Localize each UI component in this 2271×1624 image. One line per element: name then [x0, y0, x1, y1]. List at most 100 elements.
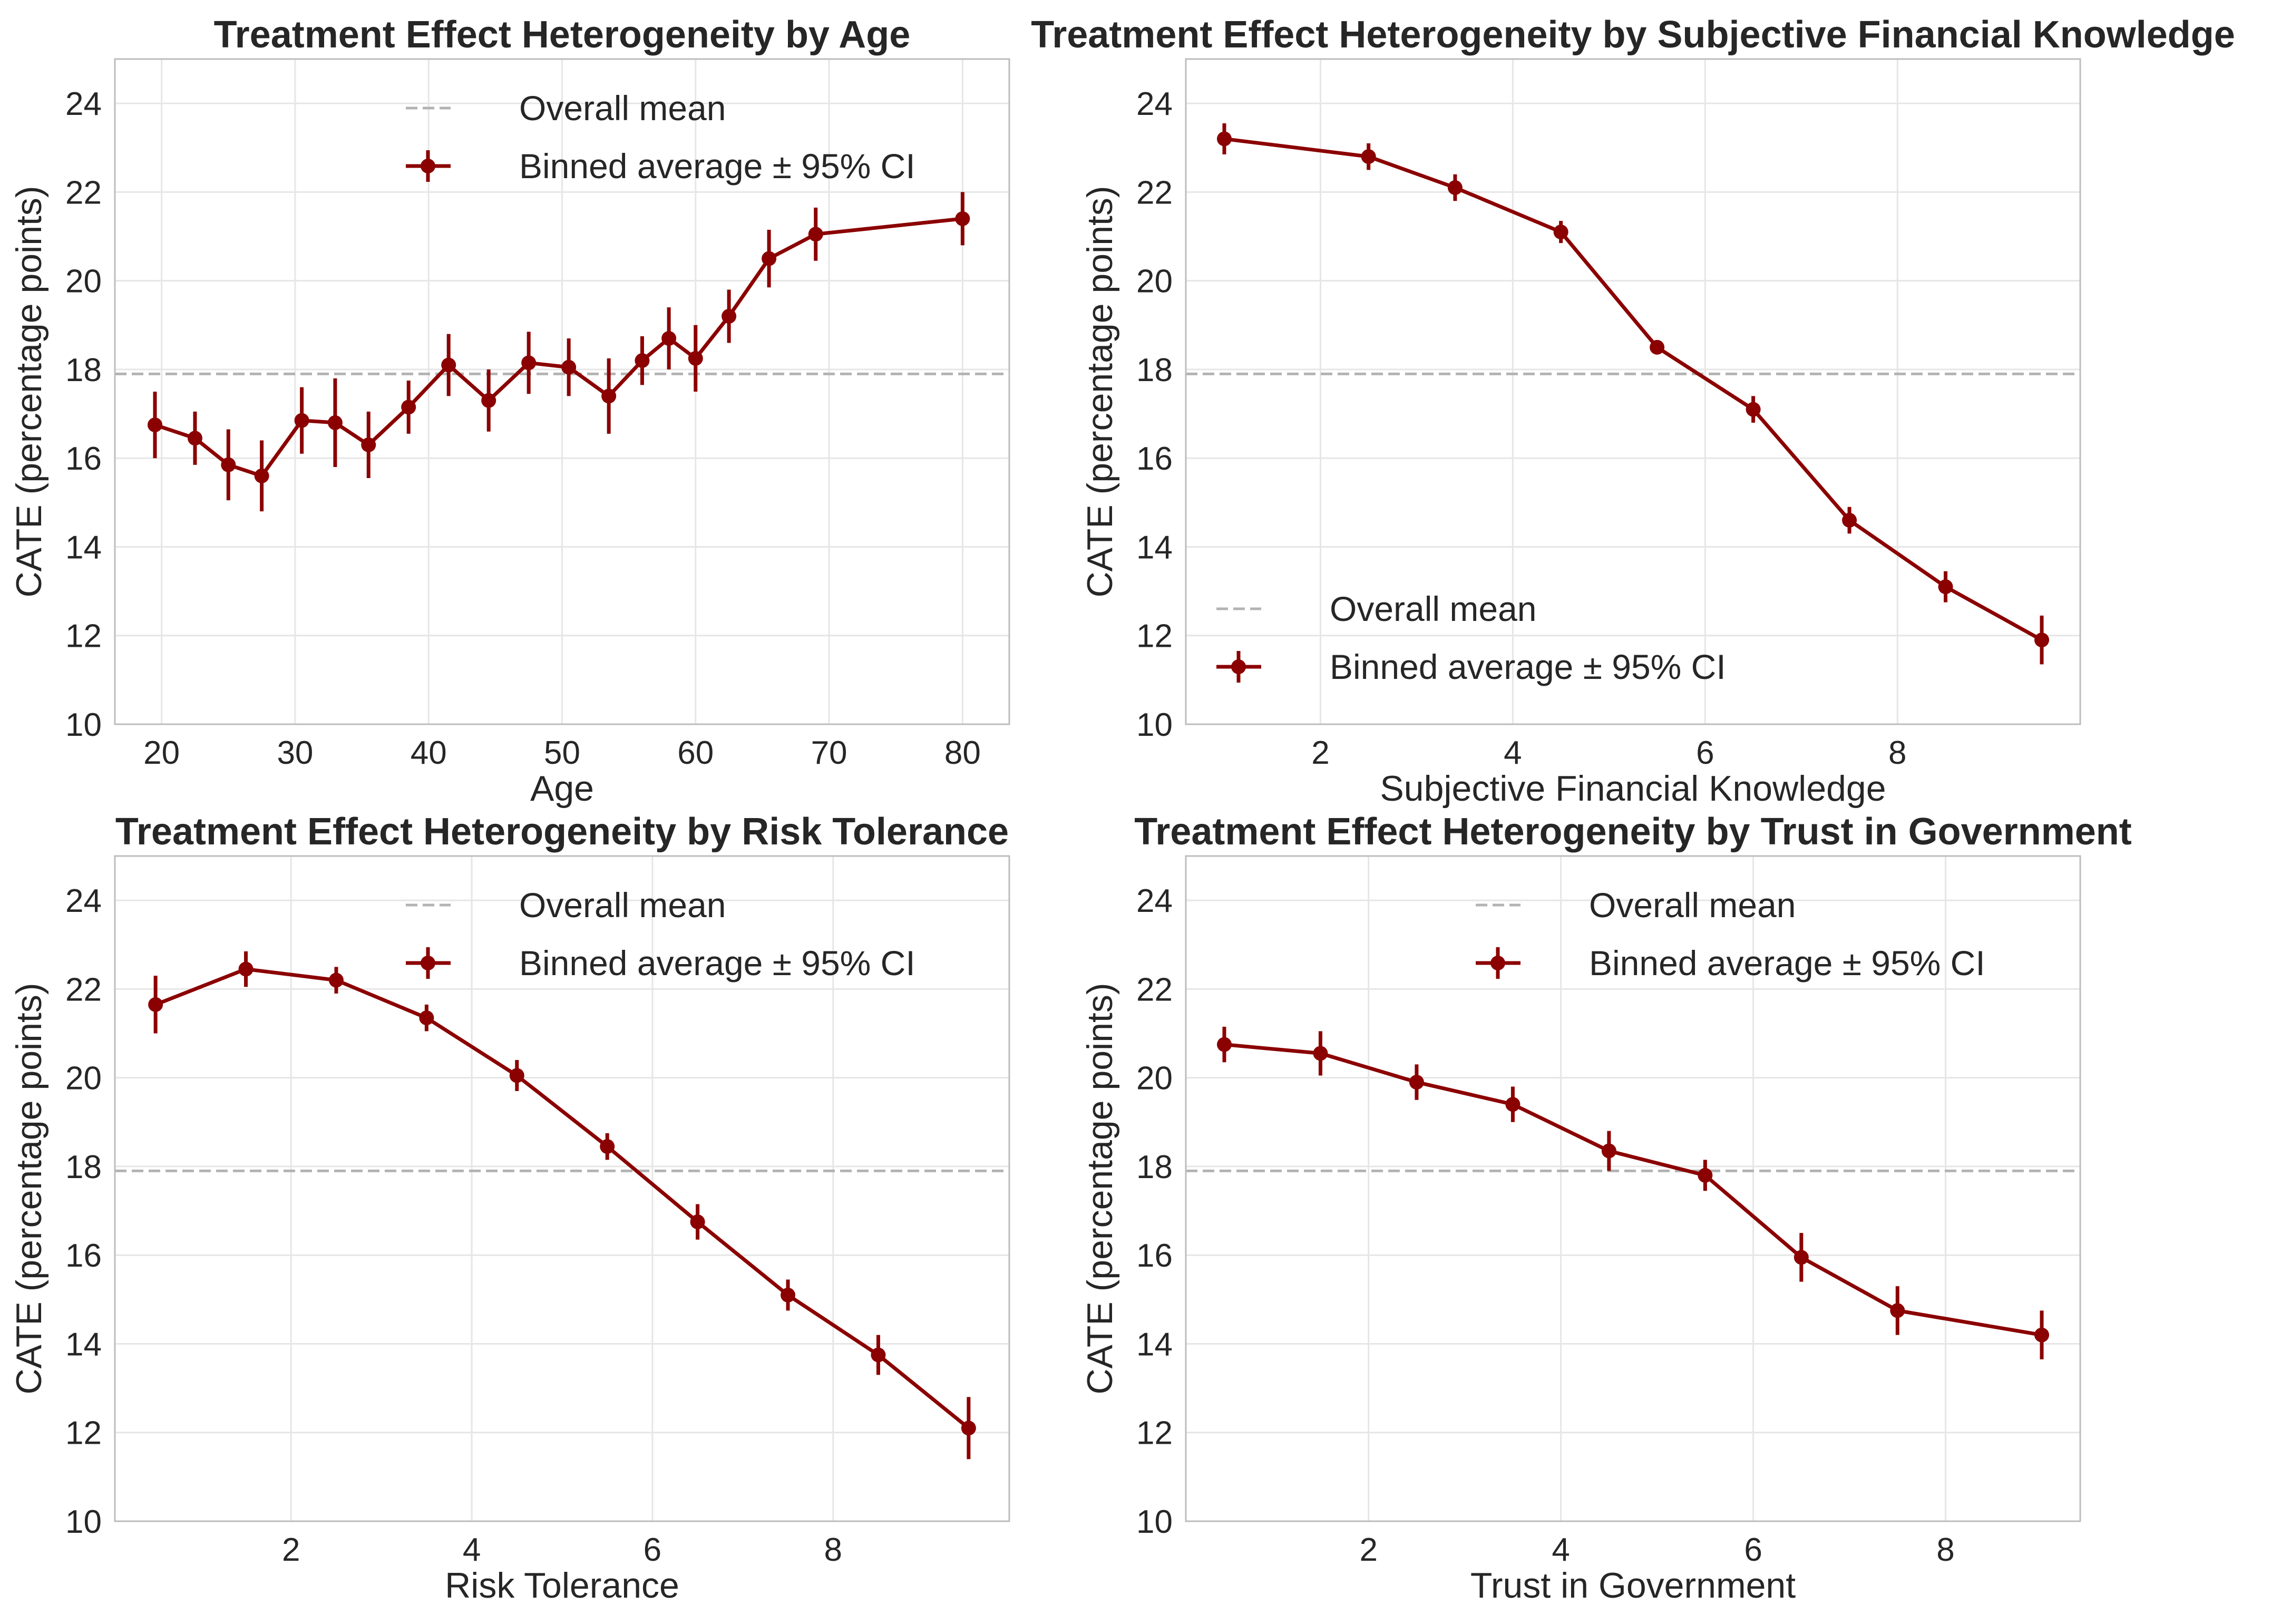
legend-series-label: Binned average ± 95% CI: [1589, 944, 1985, 983]
legend-mean-label: Overall mean: [519, 89, 726, 128]
y-tick-label: 12: [65, 618, 102, 655]
data-point: [147, 417, 162, 433]
y-tick-label: 24: [65, 883, 102, 919]
data-point: [2034, 1327, 2050, 1343]
data-point: [1698, 1168, 1713, 1183]
data-point: [1938, 579, 1953, 595]
data-point: [690, 1214, 705, 1230]
plot-area: [115, 856, 1009, 1521]
chart-title: Treatment Effect Heterogeneity by Trust …: [1134, 811, 2131, 853]
chart-title: Treatment Effect Heterogeneity by Subjec…: [1031, 14, 2235, 56]
data-point: [2034, 633, 2050, 648]
plot-area: [1186, 856, 2080, 1521]
data-point: [401, 400, 416, 415]
data-point: [521, 355, 537, 371]
legend-series-label: Binned average ± 95% CI: [519, 147, 915, 186]
data-point: [1216, 1037, 1232, 1052]
chart-title: Treatment Effect Heterogeneity by Age: [214, 14, 911, 56]
data-point: [187, 431, 202, 446]
y-tick-label: 22: [65, 971, 102, 1008]
data-point: [955, 211, 970, 226]
y-axis-label: CATE (percentage points): [9, 186, 49, 597]
legend-mean-label: Overall mean: [519, 886, 726, 925]
data-point: [722, 308, 737, 324]
data-point: [600, 1139, 615, 1154]
data-point: [1447, 180, 1463, 195]
y-tick-label: 10: [65, 707, 102, 743]
x-tick-label: 30: [277, 735, 313, 771]
data-point: [419, 1010, 434, 1026]
legend-series-marker: [421, 956, 435, 970]
legend-series-marker: [1490, 956, 1505, 970]
data-point: [238, 961, 254, 977]
y-tick-label: 10: [1136, 1504, 1173, 1540]
x-tick-label: 60: [677, 735, 714, 771]
legend-series-label: Binned average ± 95% CI: [1330, 647, 1726, 686]
y-tick-label: 16: [1136, 441, 1173, 477]
y-tick-label: 24: [65, 86, 102, 122]
y-axis-label: CATE (percentage points): [1080, 983, 1120, 1394]
data-point: [601, 388, 617, 404]
y-tick-label: 20: [1136, 1061, 1173, 1097]
y-tick-label: 10: [65, 1504, 102, 1540]
legend-series-marker: [421, 159, 435, 173]
axes-frame: [114, 855, 1010, 1522]
y-tick-label: 24: [1136, 883, 1173, 919]
y-tick-label: 16: [65, 1238, 102, 1274]
data-point: [1313, 1046, 1328, 1061]
y-tick-label: 12: [1136, 618, 1173, 655]
data-point: [781, 1287, 796, 1302]
axes-frame: [1185, 855, 2081, 1522]
x-tick-label: 6: [644, 1532, 661, 1568]
data-point: [294, 413, 309, 428]
y-tick-label: 16: [1136, 1238, 1173, 1274]
legend-mean-label: Overall mean: [1330, 589, 1537, 628]
legend-series-marker: [1231, 659, 1246, 674]
data-point: [254, 468, 269, 483]
y-tick-label: 16: [65, 441, 102, 477]
x-tick-label: 80: [944, 735, 981, 771]
data-point: [327, 415, 343, 430]
x-tick-label: 50: [544, 735, 580, 771]
y-tick-label: 12: [65, 1415, 102, 1452]
y-tick-label: 18: [1136, 1149, 1173, 1185]
data-point: [961, 1421, 976, 1436]
data-point: [808, 227, 823, 242]
x-axis-label: Age: [530, 769, 594, 809]
series-line: [154, 217, 963, 478]
y-tick-label: 14: [1136, 1326, 1173, 1363]
data-point: [441, 357, 456, 373]
x-tick-label: 4: [1504, 735, 1522, 771]
y-tick-label: 22: [1136, 971, 1173, 1008]
data-point: [221, 457, 236, 472]
series-line: [154, 967, 970, 1430]
x-tick-label: 70: [811, 735, 847, 771]
data-point: [1650, 339, 1665, 355]
data-point: [1890, 1303, 1905, 1318]
y-tick-label: 10: [1136, 707, 1173, 743]
data-point: [1842, 512, 1857, 528]
y-tick-label: 18: [1136, 352, 1173, 388]
x-tick-label: 20: [143, 735, 180, 771]
x-tick-label: 2: [282, 1532, 300, 1568]
chart-title: Treatment Effect Heterogeneity by Risk T…: [115, 811, 1009, 853]
chart-panel-1: 20 30 40 50 60 70 80 10 12 14 16 18 20 22 24 Treatment …: [9, 14, 1010, 809]
y-tick-label: 14: [65, 529, 102, 566]
axes-frame: [1185, 58, 2081, 725]
x-axis-label: Trust in Government: [1470, 1565, 1796, 1606]
data-point: [328, 973, 344, 988]
data-point: [481, 393, 496, 408]
data-point: [1216, 131, 1232, 147]
data-point: [1794, 1250, 1809, 1265]
data-point: [661, 331, 677, 346]
y-tick-label: 18: [65, 1149, 102, 1185]
y-tick-label: 12: [1136, 1415, 1173, 1452]
data-point: [762, 251, 777, 266]
axes-frame: [114, 58, 1010, 725]
y-tick-label: 24: [1136, 86, 1173, 122]
data-point: [561, 359, 577, 375]
x-tick-label: 6: [1696, 735, 1714, 771]
data-point: [871, 1347, 886, 1363]
